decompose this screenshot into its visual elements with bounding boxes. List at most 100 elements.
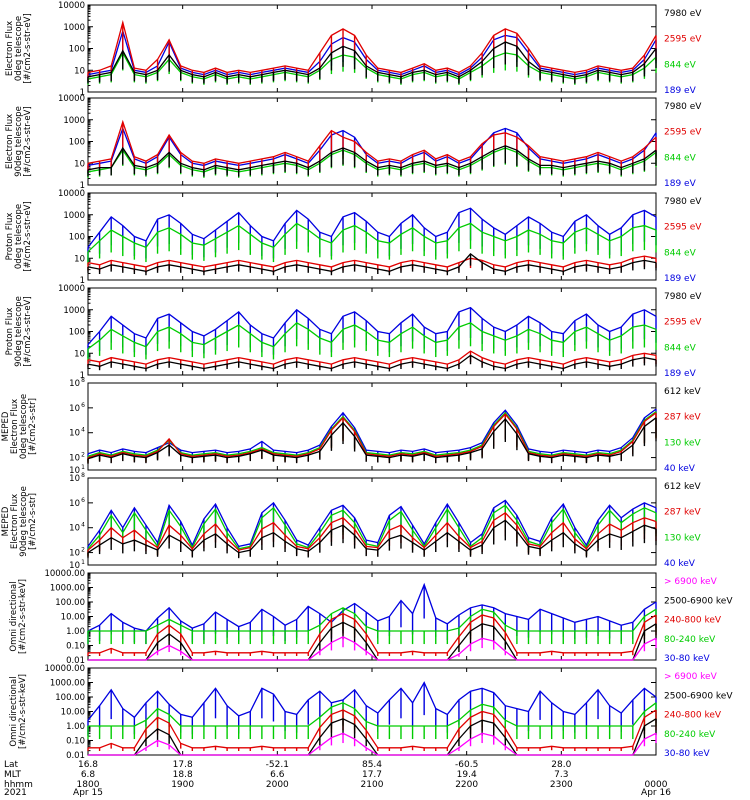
- ylabel-0-0: Electron Flux: [5, 21, 15, 76]
- ytick-exp-4-3: 6: [81, 402, 85, 409]
- xtick-hhmm-3: 2100: [361, 780, 384, 790]
- series-line-3-0: [87, 306, 657, 346]
- xtick-hhmm-2: 2000: [266, 780, 289, 790]
- ytick-label-3-2: 100: [69, 328, 85, 338]
- legend-label-1-3: 189 eV: [664, 179, 697, 189]
- ytick-label-1-0: 1: [80, 181, 85, 191]
- legend-label-6-3: 80-240 keV: [664, 635, 716, 645]
- xtick-lat-4: -60.5: [455, 760, 478, 770]
- ylabel-0-1: 0deg telescope: [14, 16, 24, 81]
- series-line-6-2: [88, 612, 657, 654]
- ytick-label-1-3: 1000: [63, 116, 85, 126]
- legend-label-6-4: 30-80 keV: [664, 654, 710, 664]
- series-line-5-1: [87, 504, 657, 550]
- ylabel-2-1: 0deg telescope: [14, 204, 24, 269]
- legend-label-0-2: 844 eV: [664, 60, 697, 70]
- series-line-5-0: [87, 499, 657, 548]
- ylabel-6-0: Omni directional: [9, 581, 19, 651]
- series-line-4-3: [87, 417, 657, 460]
- legend-label-7-3: 80-240 keV: [664, 730, 716, 740]
- series-line-4-1: [87, 411, 657, 457]
- xtick-lat-0: 16.8: [78, 760, 98, 770]
- series-line-7-4: [88, 732, 657, 756]
- series-line-2-0: [87, 207, 657, 248]
- legend-label-7-0: > 6900 keV: [664, 672, 718, 682]
- ytick-exp-4-1: 2: [81, 452, 85, 459]
- legend-label-3-0: 7980 eV: [664, 292, 702, 302]
- legend-label-0-3: 189 eV: [664, 86, 697, 96]
- ytick-label-5-0: 10: [69, 561, 80, 571]
- ytick-label-4-1: 10: [69, 454, 80, 464]
- ylabel-4-3: [#/cm2-s-str]: [28, 398, 38, 455]
- ytick-label-1-2: 100: [69, 138, 85, 148]
- legend-label-3-1: 2595 eV: [664, 318, 702, 328]
- ytick-label-3-4: 10000: [58, 284, 85, 294]
- ytick-label-4-0: 10: [69, 466, 80, 476]
- ytick-exp-4-0: 1: [81, 464, 85, 471]
- xtick-date-6: Apr 16: [641, 788, 671, 798]
- ylabel-2-2: [#/cm2-s-str-eV]: [23, 201, 33, 271]
- legend-label-0-0: 7980 eV: [664, 9, 702, 19]
- series-line-2-2: [87, 255, 657, 268]
- ytick-label-0-1: 10: [74, 66, 85, 76]
- ylabel-3-0: Proton Flux: [5, 308, 15, 356]
- ytick-label-0-0: 1: [80, 88, 85, 98]
- series-line-1-1: [87, 119, 657, 164]
- ytick-label-3-0: 1: [80, 371, 85, 381]
- panel-frame-5: [87, 477, 657, 566]
- legend-label-2-1: 2595 eV: [664, 223, 702, 233]
- legend-label-6-1: 2500-6900 keV: [664, 596, 733, 606]
- ytick-label-5-4: 10: [69, 474, 80, 484]
- series-line-3-2: [87, 350, 657, 365]
- ylabel-4-2: 0deg telescope: [19, 394, 29, 459]
- series-line-1-0: [87, 126, 657, 167]
- ylabel-1-1: 90deg telescope: [14, 106, 24, 177]
- legend-label-2-0: 7980 eV: [664, 197, 702, 207]
- legend-label-7-2: 240-800 keV: [664, 711, 722, 721]
- series-line-0-2: [87, 51, 657, 80]
- series-line-6-4: [88, 636, 657, 661]
- ytick-exp-4-4: 8: [81, 377, 85, 384]
- xtick-lat-3: 85.4: [362, 760, 382, 770]
- xaxis-row-label-0: Lat: [4, 760, 19, 770]
- ytick-label-2-4: 10000: [58, 189, 85, 199]
- xtick-hhmm-4: 2200: [455, 780, 478, 790]
- legend-label-4-1: 287 keV: [664, 413, 701, 423]
- ylabel-4-0: MEPED: [1, 411, 11, 441]
- series-line-6-1: [88, 607, 657, 632]
- series-line-1-2: [87, 147, 657, 173]
- ylabel-0-2: [#/cm2-s-str-eV]: [23, 13, 33, 83]
- xtick-lat-1: 17.8: [173, 760, 193, 770]
- ytick-exp-5-0: 1: [81, 559, 85, 566]
- legend-label-3-2: 844 eV: [664, 343, 697, 353]
- legend-label-3-3: 189 eV: [664, 369, 697, 379]
- ytick-label-1-1: 10: [74, 159, 85, 169]
- legend-label-4-2: 130 keV: [664, 438, 701, 448]
- xtick-hhmm-5: 2300: [550, 780, 573, 790]
- legend-label-6-0: > 6900 keV: [664, 577, 718, 587]
- legend-label-1-1: 2595 eV: [664, 128, 702, 138]
- ylabel-1-0: Electron Flux: [5, 114, 15, 169]
- ytick-exp-5-4: 8: [81, 472, 85, 479]
- legend-label-4-0: 612 keV: [664, 387, 701, 397]
- ytick-label-3-1: 10: [74, 349, 85, 359]
- xaxis-row-label-1: MLT: [4, 770, 22, 780]
- legend-label-7-1: 2500-6900 keV: [664, 691, 733, 701]
- ytick-label-3-3: 1000: [63, 306, 85, 316]
- series-line-5-2: [87, 511, 657, 551]
- ytick-exp-5-2: 4: [81, 522, 85, 529]
- xtick-mlt-5: 7.3: [554, 770, 568, 780]
- xtick-lat-2: -52.1: [266, 760, 289, 770]
- ylabel-6-1: [#/cm2-s-str-keV]: [18, 579, 28, 654]
- legend-label-5-3: 40 keV: [664, 559, 696, 569]
- legend-label-1-0: 7980 eV: [664, 102, 702, 112]
- ytick-label-7-5: 1000.00: [50, 679, 85, 689]
- xaxis-row-label-3: 2021: [4, 788, 27, 798]
- ytick-label-6-6: 10000.00: [44, 569, 85, 579]
- ytick-label-6-3: 10.00: [61, 613, 85, 623]
- panel-frame-4: [87, 382, 657, 471]
- ytick-label-4-2: 10: [69, 429, 80, 439]
- series-line-7-2: [88, 709, 657, 749]
